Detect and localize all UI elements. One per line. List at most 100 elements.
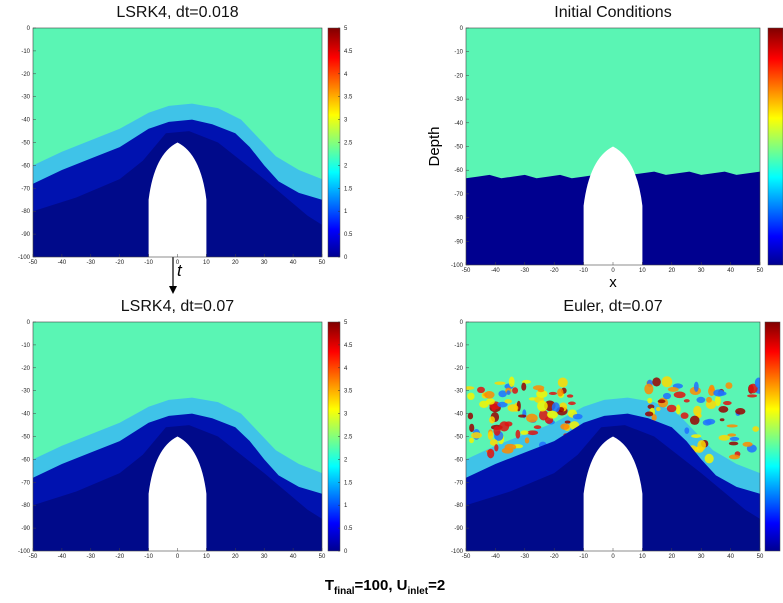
- field-blob: [706, 396, 712, 403]
- x-tick-label: -10: [144, 554, 153, 560]
- field-blob: [723, 401, 732, 406]
- caption-sub: final: [334, 586, 355, 597]
- field-blob: [536, 389, 548, 398]
- obstacle: [583, 146, 643, 265]
- y-tick-label: -20: [21, 366, 30, 372]
- field-blob: [557, 388, 564, 397]
- y-axis-label: Depth: [426, 126, 443, 166]
- field-blob: [504, 421, 513, 427]
- y-tick-label: -20: [454, 366, 463, 372]
- field-blob: [527, 430, 539, 436]
- colorbar-tick-label: 0.5: [344, 232, 353, 238]
- colorbar-tick-label: 0: [344, 549, 348, 555]
- x-axis-label: x: [609, 274, 617, 291]
- y-tick-label: 0: [27, 320, 31, 326]
- y-tick-label: -70: [454, 480, 463, 486]
- x-tick-label: -20: [550, 554, 559, 560]
- colorbar-tick-label: 5: [344, 320, 348, 326]
- caption-sub: inlet: [408, 586, 429, 597]
- x-tick-label: 10: [639, 554, 646, 560]
- y-tick-label: -100: [451, 263, 464, 269]
- y-tick-label: 0: [460, 26, 464, 32]
- field-blob: [515, 429, 521, 439]
- colorbar-tick-label: 1.5: [344, 480, 353, 486]
- y-tick-label: -100: [451, 549, 464, 555]
- field-blob: [489, 416, 496, 424]
- field-blob: [548, 391, 557, 396]
- y-tick-label: -30: [454, 389, 463, 395]
- panel-title: Initial Conditions: [554, 4, 671, 21]
- field-blob: [487, 431, 494, 440]
- caption-part: =2: [428, 577, 445, 594]
- field-blob: [684, 427, 690, 434]
- field: [466, 28, 760, 265]
- field-blob: [521, 382, 527, 391]
- field-blob: [704, 453, 714, 464]
- y-tick-label: -80: [454, 503, 463, 509]
- y-tick-label: -40: [454, 121, 463, 127]
- field-blob: [747, 394, 758, 398]
- field-blob: [566, 394, 574, 398]
- field-blob: [662, 392, 672, 400]
- y-tick-label: -90: [454, 526, 463, 532]
- field-blob: [477, 386, 485, 394]
- field-blob: [683, 399, 690, 403]
- field-blob: [512, 387, 519, 394]
- y-tick-label: -30: [454, 97, 463, 103]
- x-tick-label: 30: [261, 554, 268, 560]
- field-blob: [661, 376, 673, 388]
- x-tick-label: 0: [611, 268, 615, 274]
- field-blob: [507, 404, 519, 412]
- field-blob: [742, 441, 753, 447]
- x-tick-label: 50: [319, 260, 326, 266]
- field: [33, 28, 322, 257]
- field-blob: [728, 454, 740, 460]
- field-blob: [469, 423, 475, 433]
- field-blob: [729, 436, 740, 441]
- field-blob: [693, 405, 702, 417]
- x-tick-label: -20: [115, 260, 124, 266]
- x-tick-label: 10: [203, 260, 210, 266]
- colorbar-tick-label: 5: [344, 26, 348, 32]
- field-blob: [518, 414, 527, 418]
- obstacle: [148, 142, 207, 257]
- field-blob: [644, 383, 654, 395]
- y-tick-label: -10: [21, 49, 30, 55]
- field-blob: [680, 412, 689, 419]
- field-blob: [466, 386, 475, 390]
- colorbar-tick-label: 2.5: [344, 141, 353, 147]
- field-blob: [673, 391, 686, 399]
- field-blob: [705, 418, 716, 425]
- field-blob: [657, 399, 666, 404]
- y-tick-label: -40: [21, 412, 30, 418]
- y-tick-label: -10: [21, 343, 30, 349]
- field-blob: [489, 439, 498, 446]
- colorbar: [764, 321, 781, 552]
- field-blob: [471, 432, 482, 439]
- field-blob: [504, 443, 517, 451]
- arrow-head: [169, 286, 177, 294]
- field-blob: [546, 410, 558, 419]
- panel-title: LSRK4, dt=0.07: [121, 298, 235, 315]
- x-tick-label: -30: [520, 268, 529, 274]
- x-tick-label: 50: [757, 554, 764, 560]
- x-tick-label: -20: [115, 554, 124, 560]
- panel: Initial Conditions-50 -40 -30 -20 -10 0 10 20 30…: [426, 4, 783, 291]
- x-tick-label: -30: [86, 260, 95, 266]
- x-tick-label: -10: [579, 268, 588, 274]
- colorbar-tick-label: 3: [344, 118, 348, 124]
- y-tick-label: -20: [21, 72, 30, 78]
- x-tick-label: 30: [261, 260, 268, 266]
- field-blob: [725, 382, 733, 389]
- field-blob: [487, 448, 495, 459]
- obstacle: [148, 436, 207, 551]
- field-blob: [727, 433, 737, 437]
- field-blob: [537, 400, 548, 412]
- y-tick-label: -60: [454, 457, 463, 463]
- field-blob: [652, 377, 661, 387]
- x-tick-label: -50: [462, 554, 471, 560]
- y-tick-label: -50: [21, 141, 30, 147]
- field-blob: [735, 407, 746, 415]
- field-blob: [494, 381, 506, 385]
- y-tick-label: 0: [27, 26, 31, 32]
